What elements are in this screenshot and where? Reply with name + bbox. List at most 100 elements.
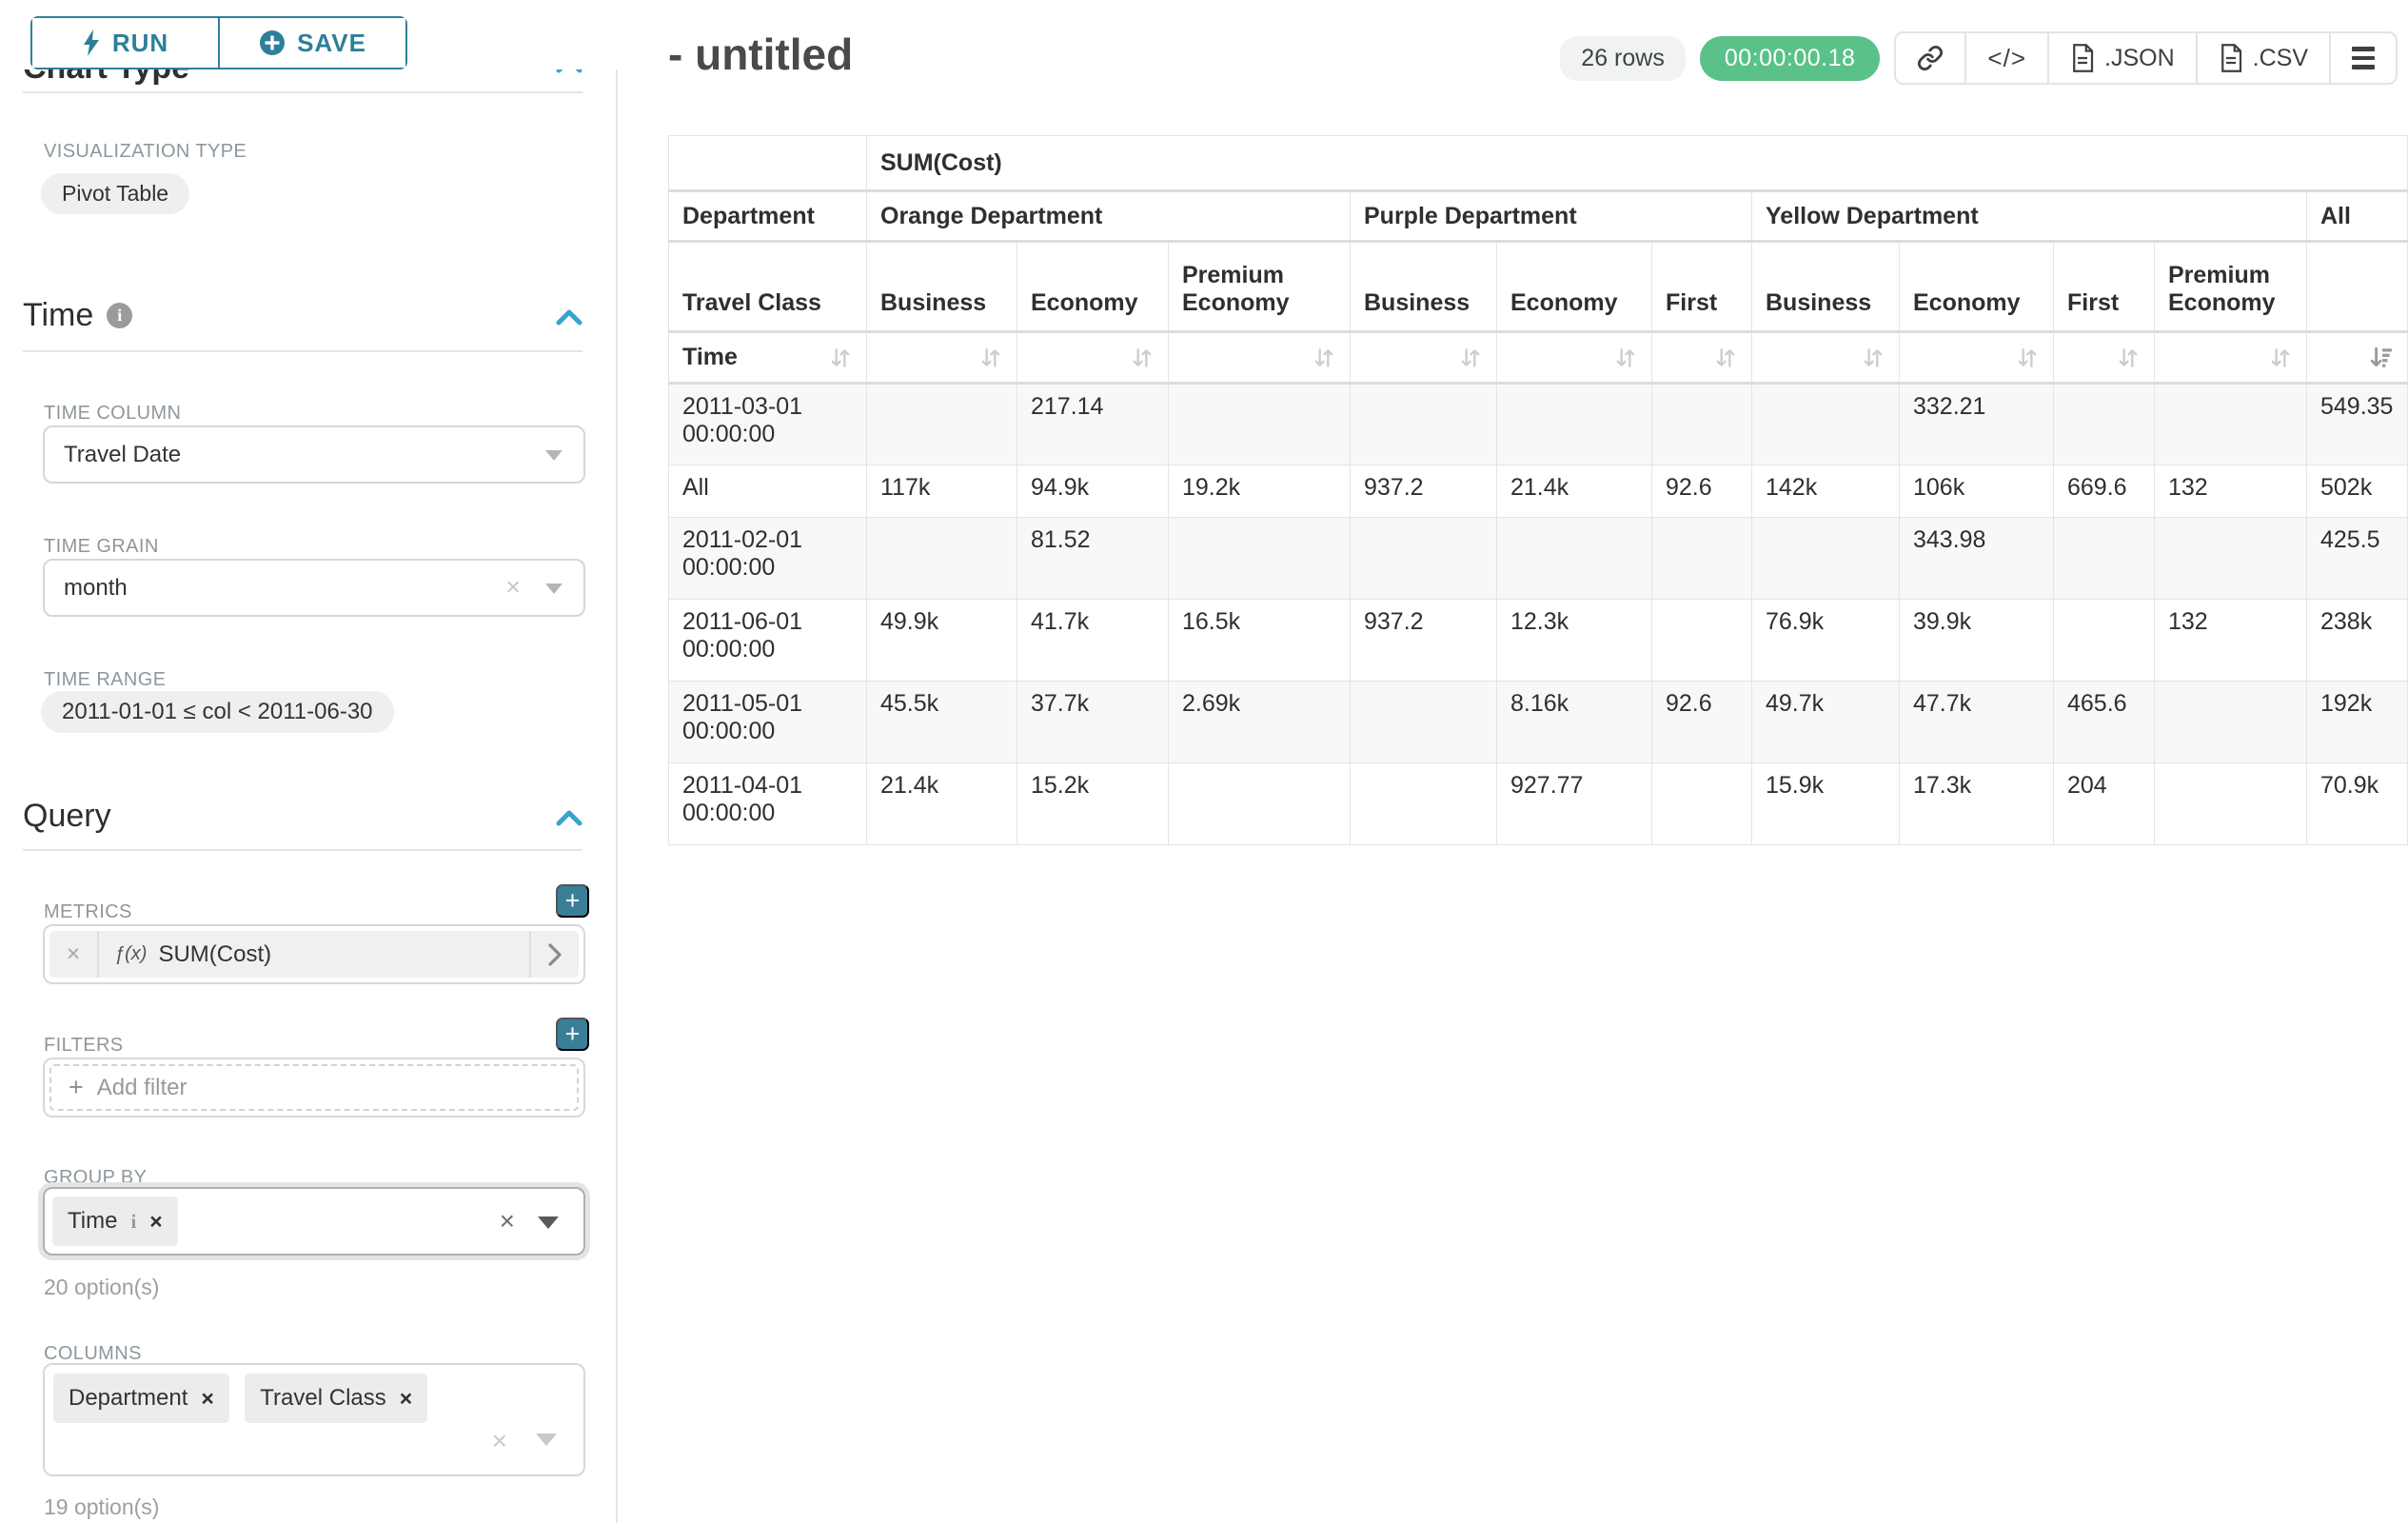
sort-column[interactable] <box>1900 332 2054 384</box>
cell <box>1351 518 1497 600</box>
embed-code-button[interactable]: </> <box>1964 33 2047 83</box>
row-label: 2011-05-01 00:00:00 <box>669 682 867 763</box>
col-header: Premium Economy <box>1169 242 1351 332</box>
cell: 8.16k <box>1497 682 1652 763</box>
cell <box>1169 763 1351 845</box>
metrics-label: METRICS <box>44 901 132 923</box>
col-group-purple: Purple Department <box>1351 191 1752 242</box>
visualization-type-value[interactable]: Pivot Table <box>41 173 189 214</box>
col-header: Business <box>1351 242 1497 332</box>
row-label: 2011-02-01 00:00:00 <box>669 518 867 600</box>
row-label: 2011-03-01 00:00:00 <box>669 384 867 465</box>
sort-column[interactable] <box>1017 332 1169 384</box>
cell <box>2155 384 2307 465</box>
group-by-options-hint: 20 option(s) <box>44 1275 159 1300</box>
cell: 17.3k <box>1900 763 2054 845</box>
sort-column[interactable] <box>2054 332 2155 384</box>
time-section-header[interactable]: Time i <box>23 297 132 334</box>
cell: 15.2k <box>1017 763 1169 845</box>
time-grain-value: month <box>64 575 128 602</box>
query-section-header[interactable]: Query <box>23 798 111 835</box>
query-collapse-chevron-icon[interactable] <box>555 807 583 833</box>
more-options-button[interactable] <box>2329 33 2396 83</box>
run-button[interactable]: RUN <box>32 18 218 68</box>
cell: 669.6 <box>2054 465 2155 518</box>
cell: 549.35 <box>2307 384 2408 465</box>
cell <box>1351 763 1497 845</box>
time-grain-select[interactable]: month × <box>43 559 585 617</box>
cell: 106k <box>1900 465 2054 518</box>
remove-metric-icon[interactable]: × <box>49 931 99 978</box>
chart-area: - untitled 26 rows 00:00:00.18 </> .JSON… <box>620 0 2408 1523</box>
time-column-select[interactable]: Travel Date <box>43 425 585 484</box>
sort-column[interactable] <box>2155 332 2307 384</box>
cell: 343.98 <box>1900 518 2054 600</box>
metric-header: SUM(Cost) <box>867 136 2408 191</box>
chart-title[interactable]: - untitled <box>668 29 853 80</box>
code-icon: </> <box>1987 44 2026 73</box>
query-section-title: Query <box>23 798 111 835</box>
clear-icon[interactable]: × <box>500 1206 515 1236</box>
cell: 21.4k <box>867 763 1017 845</box>
cell <box>1652 763 1752 845</box>
export-csv-button[interactable]: .CSV <box>2196 33 2329 83</box>
add-filter-plus-button[interactable]: + <box>556 1018 589 1051</box>
add-filter-dropzone[interactable]: + Add filter <box>49 1064 579 1111</box>
col-group-all: All <box>2307 191 2408 242</box>
link-icon <box>1917 45 1944 71</box>
sort-column[interactable] <box>867 332 1017 384</box>
save-button[interactable]: SAVE <box>218 18 405 68</box>
metrics-control: × ƒ(x) SUM(Cost) <box>43 924 585 984</box>
time-range-value[interactable]: 2011-01-01 ≤ col < 2011-06-30 <box>41 691 394 733</box>
sort-icon <box>2116 346 2141 370</box>
cell <box>1652 518 1752 600</box>
caret-down-icon <box>538 1216 559 1229</box>
sort-column[interactable] <box>1652 332 1752 384</box>
add-metric-button[interactable]: + <box>556 884 589 918</box>
clear-icon[interactable]: × <box>505 572 521 602</box>
cell: 92.6 <box>1652 682 1752 763</box>
columns-tag-travel-class[interactable]: Travel Class × <box>245 1374 427 1423</box>
clear-icon[interactable]: × <box>492 1426 507 1456</box>
divider <box>23 91 582 93</box>
divider <box>23 849 582 851</box>
cell: 49.7k <box>1752 682 1900 763</box>
expand-metric-icon[interactable] <box>529 931 579 978</box>
sort-column[interactable] <box>1752 332 1900 384</box>
sort-column[interactable] <box>1351 332 1497 384</box>
sort-time-column[interactable]: Time <box>669 332 867 384</box>
sort-column[interactable] <box>1169 332 1351 384</box>
export-json-button[interactable]: .JSON <box>2047 33 2196 83</box>
row-count-badge: 26 rows <box>1560 36 1686 81</box>
sort-icon <box>1458 346 1483 370</box>
cell <box>1351 682 1497 763</box>
columns-select[interactable]: Department × Travel Class × × <box>43 1363 585 1476</box>
columns-options-hint: 19 option(s) <box>44 1494 159 1520</box>
group-by-select[interactable]: Time i × × <box>43 1187 585 1256</box>
col-header: Economy <box>1017 242 1169 332</box>
copy-link-button[interactable] <box>1896 33 1964 83</box>
sort-column[interactable] <box>1497 332 1652 384</box>
columns-tag-department[interactable]: Department × <box>53 1374 229 1423</box>
cell: 192k <box>2307 682 2408 763</box>
cell <box>2054 518 2155 600</box>
col-group-yellow: Yellow Department <box>1752 191 2307 242</box>
group-by-tag-time[interactable]: Time i × <box>52 1197 178 1246</box>
sort-icon <box>1713 346 1738 370</box>
metric-pill[interactable]: × ƒ(x) SUM(Cost) <box>49 931 579 978</box>
sort-column-all-active[interactable] <box>2307 332 2408 384</box>
time-collapse-chevron-icon[interactable] <box>555 307 583 332</box>
corner-cell <box>669 136 867 191</box>
caret-down-icon <box>536 1434 557 1446</box>
cell: 142k <box>1752 465 1900 518</box>
cell: 502k <box>2307 465 2408 518</box>
remove-tag-icon[interactable]: × <box>149 1209 162 1235</box>
sort-icon <box>1130 346 1155 370</box>
time-range-label: TIME RANGE <box>44 669 166 691</box>
cell: 49.9k <box>867 600 1017 682</box>
cell <box>1169 384 1351 465</box>
sort-icon <box>2268 346 2293 370</box>
remove-tag-icon[interactable]: × <box>400 1386 412 1412</box>
cell: 927.77 <box>1497 763 1652 845</box>
remove-tag-icon[interactable]: × <box>201 1386 213 1412</box>
